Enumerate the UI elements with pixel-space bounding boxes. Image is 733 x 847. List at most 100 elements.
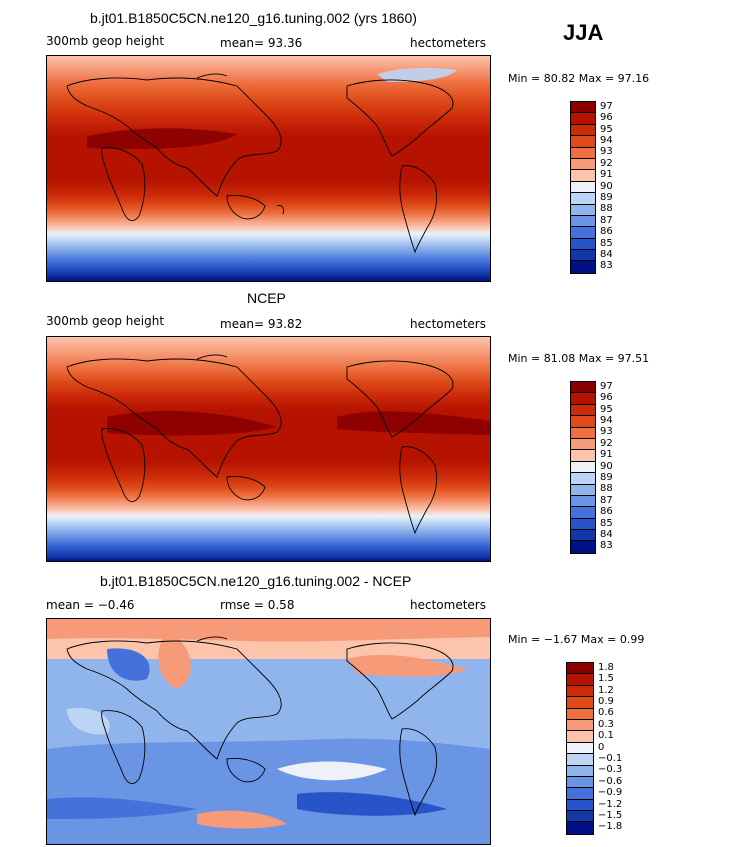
panel3-title: b.jt01.B1850C5CN.ne120_g16.tuning.002 - …	[100, 573, 412, 589]
panel3-map-svg	[47, 619, 490, 844]
colorbar-tick-label: 1.8	[598, 661, 614, 673]
colorbar-swatch	[571, 382, 595, 394]
panel2-colorbar	[570, 381, 596, 554]
colorbar-swatch	[567, 708, 593, 720]
colorbar-swatch	[571, 227, 595, 239]
colorbar-tick-label: −0.6	[598, 775, 623, 787]
colorbar-tick-label: 1.5	[598, 673, 614, 685]
colorbar-swatch	[567, 765, 593, 777]
colorbar-tick-label: 93	[600, 426, 613, 438]
colorbar-tick-label: 1.2	[598, 684, 614, 696]
coastlines	[66, 636, 454, 817]
colorbar-tick-label: 96	[600, 392, 613, 404]
colorbar-swatch	[567, 776, 593, 789]
colorbar-swatch	[571, 113, 595, 125]
panel3-rmse-label: rmse = 0.58	[220, 598, 295, 612]
panel1-minmax: Min = 80.82 Max = 97.16	[508, 72, 650, 85]
coastlines	[66, 73, 454, 254]
colorbar-swatch	[567, 822, 593, 834]
colorbar-swatch	[571, 158, 595, 171]
colorbar-tick-label: 92	[600, 157, 613, 169]
colorbar-tick-label: −0.1	[598, 752, 623, 764]
colorbar-swatch	[567, 754, 593, 766]
colorbar-swatch	[571, 193, 595, 205]
colorbar-swatch	[571, 204, 595, 216]
colorbar-swatch	[571, 404, 595, 417]
colorbar-swatch	[567, 788, 593, 800]
season-label: JJA	[563, 20, 604, 45]
colorbar-swatch	[571, 250, 595, 262]
colorbar-tick-label: 84	[600, 528, 613, 540]
colorbar-tick-label: 90	[600, 180, 613, 192]
colorbar-swatch	[567, 663, 593, 675]
panel2-variable-label: 300mb geop height	[46, 314, 165, 328]
colorbar-tick-label: 90	[600, 460, 613, 472]
panel1-colorbar	[570, 101, 596, 274]
colorbar-tick-label: 83	[600, 260, 613, 272]
colorbar-swatch	[567, 799, 593, 812]
panel1-variable-label: 300mb geop height	[46, 34, 165, 48]
colorbar-tick-label: 87	[600, 494, 613, 506]
colorbar-swatch	[571, 181, 595, 194]
colorbar-swatch	[571, 450, 595, 462]
colorbar-tick-label: 97	[600, 100, 613, 112]
colorbar-swatch	[571, 170, 595, 182]
coastlines	[66, 354, 454, 535]
colorbar-swatch	[571, 438, 595, 451]
colorbar-swatch	[571, 238, 595, 251]
colorbar-tick-label: 85	[600, 237, 613, 249]
colorbar-swatch	[571, 427, 595, 439]
colorbar-swatch	[567, 697, 593, 709]
colorbar-tick-label: −1.2	[598, 798, 623, 810]
panel3-units-label: hectometers	[410, 598, 486, 612]
colorbar-tick-label: 85	[600, 517, 613, 529]
colorbar-swatch	[571, 518, 595, 531]
panel3-map	[46, 618, 491, 845]
colorbar-tick-label: −1.8	[598, 821, 623, 833]
panel1-units-label: hectometers	[410, 36, 486, 50]
colorbar-tick-label: −0.3	[598, 764, 623, 776]
colorbar-tick-label: 93	[600, 146, 613, 158]
colorbar-swatch	[571, 461, 595, 474]
colorbar-swatch	[567, 811, 593, 823]
colorbar-tick-label: 83	[600, 540, 613, 552]
colorbar-tick-label: 0	[598, 741, 605, 753]
colorbar-tick-label: 95	[600, 123, 613, 135]
colorbar-swatch	[567, 742, 593, 755]
colorbar-tick-label: 95	[600, 403, 613, 415]
colorbar-tick-label: 91	[600, 449, 613, 461]
colorbar-swatch	[571, 102, 595, 114]
colorbar-swatch	[571, 530, 595, 542]
colorbar-swatch	[567, 685, 593, 698]
colorbar-swatch	[571, 416, 595, 428]
panel1-mean-label: mean= 93.36	[220, 36, 303, 50]
colorbar-tick-label: −1.5	[598, 809, 623, 821]
colorbar-tick-label: 92	[600, 437, 613, 449]
colorbar-swatch	[571, 393, 595, 405]
colorbar-tick-label: 86	[600, 506, 613, 518]
colorbar-swatch	[567, 731, 593, 743]
colorbar-swatch	[571, 473, 595, 485]
colorbar-swatch	[571, 507, 595, 519]
colorbar-tick-label: 0.9	[598, 695, 614, 707]
colorbar-swatch	[571, 147, 595, 159]
colorbar-tick-label: 84	[600, 248, 613, 260]
colorbar-tick-label: 91	[600, 169, 613, 181]
colorbar-tick-label: 97	[600, 380, 613, 392]
colorbar-swatch	[571, 261, 595, 273]
colorbar-tick-label: 94	[600, 134, 613, 146]
colorbar-tick-label: 94	[600, 414, 613, 426]
colorbar-swatch	[571, 136, 595, 148]
colorbar-swatch	[571, 484, 595, 496]
panel2-minmax: Min = 81.08 Max = 97.51	[508, 352, 650, 365]
panel3-minmax: Min = −1.67 Max = 0.99	[508, 633, 645, 646]
colorbar-tick-label: 0.1	[598, 730, 614, 742]
panel2-map	[46, 336, 491, 562]
colorbar-tick-label: 89	[600, 471, 613, 483]
colorbar-tick-label: 88	[600, 483, 613, 495]
panel1-map	[46, 55, 491, 282]
colorbar-tick-label: 87	[600, 214, 613, 226]
colorbar-swatch	[567, 674, 593, 686]
colorbar-tick-label: 96	[600, 112, 613, 124]
colorbar-tick-label: 86	[600, 226, 613, 238]
